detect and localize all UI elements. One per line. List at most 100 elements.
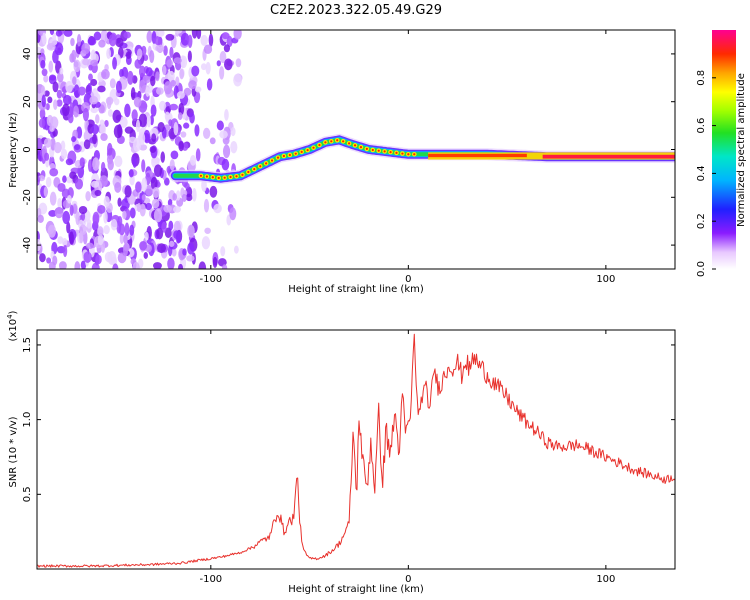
noise-speckle	[58, 261, 67, 269]
signal-hotspot-core	[365, 147, 368, 151]
y-tick-label: 0.5	[22, 486, 33, 502]
noise-speckle	[136, 48, 143, 59]
noise-speckle	[233, 245, 239, 254]
signal-hotspot-core	[383, 150, 386, 153]
noise-speckle	[60, 148, 68, 160]
noise-speckle	[81, 42, 91, 55]
signal-hotspot-core	[235, 175, 238, 178]
noise-speckle	[156, 227, 164, 240]
noise-speckle	[43, 186, 48, 198]
signal-hotspot-core	[330, 140, 333, 143]
signal-hotspot-core	[336, 139, 339, 142]
noise-speckle	[229, 207, 237, 221]
noise-speckle	[48, 209, 57, 217]
signal-hotspot-core	[306, 148, 309, 152]
noise-speckle	[114, 155, 123, 168]
spectrogram-signal-track	[169, 133, 675, 185]
noise-speckle	[128, 169, 134, 178]
noise-speckle	[103, 225, 110, 235]
noise-speckle	[86, 219, 92, 229]
noise-speckle	[138, 113, 148, 128]
y-tick-label: 20	[22, 95, 33, 108]
noise-speckle	[53, 141, 62, 154]
noise-speckle	[178, 263, 183, 269]
noise-speckle	[97, 229, 104, 236]
noise-speckle	[73, 59, 81, 73]
x-tick-label: 100	[596, 574, 615, 585]
noise-speckle	[235, 58, 242, 68]
noise-speckle	[153, 164, 163, 177]
noise-speckle	[56, 99, 63, 107]
noise-speckle	[125, 51, 132, 59]
noise-speckle	[123, 31, 132, 39]
noise-speckle	[141, 159, 146, 173]
noise-speckle	[47, 96, 53, 104]
noise-speckle	[97, 233, 104, 246]
signal-hotspot-core	[312, 146, 315, 149]
noise-speckle	[49, 168, 59, 177]
spectrogram-x-ticks: -100 0 100	[199, 30, 615, 285]
noise-speckle	[124, 222, 130, 237]
noise-speckle	[112, 109, 122, 123]
colorbar-ticks: 0.0 0.2 0.4 0.6 0.8	[696, 70, 716, 277]
signal-hotspot-core	[342, 140, 345, 143]
noise-speckle	[46, 114, 54, 127]
noise-speckle	[122, 210, 127, 220]
signal-hotspot-core	[241, 173, 244, 176]
noise-speckle	[189, 112, 195, 124]
noise-speckle	[185, 193, 193, 202]
noise-speckle	[191, 30, 198, 39]
noise-speckle	[187, 224, 195, 238]
spectrogram-y-label: Frequency (Hz)	[8, 112, 19, 188]
noise-speckle	[124, 103, 131, 118]
noise-speckle	[49, 125, 55, 132]
noise-speckle	[81, 211, 86, 221]
noise-speckle	[71, 136, 77, 143]
noise-speckle	[37, 175, 40, 186]
noise-speckle	[68, 231, 74, 244]
noise-speckle	[43, 137, 52, 148]
noise-speckle	[106, 97, 112, 110]
noise-speckle	[156, 30, 165, 38]
signal-hotspot-core	[401, 152, 404, 155]
noise-speckle	[106, 154, 113, 165]
noise-speckle	[117, 197, 122, 207]
noise-speckle	[150, 104, 157, 117]
noise-speckle	[112, 57, 117, 70]
noise-speckle	[41, 68, 48, 77]
noise-speckle	[180, 32, 190, 46]
noise-speckle	[106, 48, 112, 60]
noise-speckle	[169, 159, 175, 171]
noise-speckle	[41, 32, 47, 45]
signal-hotspot-core	[265, 162, 268, 165]
noise-speckle	[172, 206, 182, 213]
noise-speckle	[57, 236, 64, 244]
noise-speckle	[72, 76, 77, 86]
noise-speckle	[151, 133, 157, 143]
noise-speckle	[189, 155, 197, 166]
noise-speckle	[62, 94, 72, 106]
noise-speckle	[175, 76, 180, 87]
noise-speckle	[160, 151, 166, 163]
noise-speckle	[56, 89, 63, 99]
noise-speckle	[85, 242, 94, 250]
y-tick-label: 1.0	[22, 412, 33, 428]
noise-speckle	[113, 124, 123, 139]
noise-speckle	[221, 264, 228, 269]
noise-speckle	[60, 140, 66, 151]
signal-hotspot-core	[205, 175, 208, 178]
noise-speckle	[123, 234, 128, 245]
noise-speckle	[181, 193, 187, 202]
noise-speckle	[151, 198, 160, 209]
noise-speckle	[128, 136, 137, 144]
noise-speckle	[192, 187, 197, 202]
noise-speckle	[107, 109, 113, 117]
snr-x-label: Height of straight line (km)	[288, 584, 424, 595]
noise-speckle	[83, 251, 92, 263]
noise-speckle	[39, 253, 46, 263]
noise-speckle	[146, 30, 153, 44]
spectrogram-panel: -100 0 100 -40 -20 0 20 40 Height of straight …	[8, 29, 676, 295]
noise-speckle	[52, 81, 59, 93]
noise-speckle	[183, 122, 190, 129]
